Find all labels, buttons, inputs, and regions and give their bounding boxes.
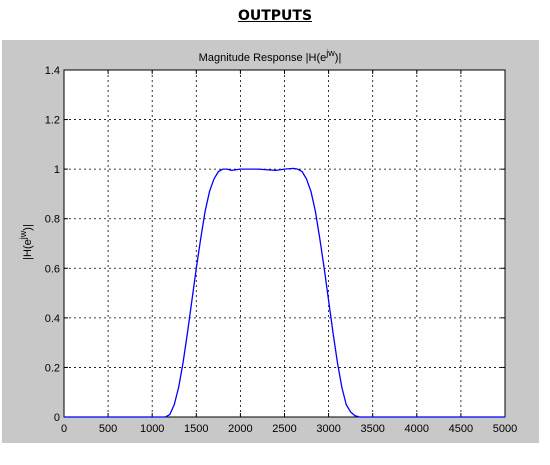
y-axis-label: |H(ejw)| xyxy=(18,224,34,260)
series-layer xyxy=(64,167,505,418)
x-tick-label: 1500 xyxy=(184,423,208,435)
x-tick-label: 3000 xyxy=(316,423,340,435)
y-tick-label: 0.4 xyxy=(45,313,60,325)
y-tick-label: 1.4 xyxy=(45,65,60,77)
y-tick-label: 0.2 xyxy=(45,362,60,374)
outputs-heading: OUTPUTS xyxy=(237,8,313,24)
y-tick-label: 1.2 xyxy=(45,115,60,127)
y-tick-label: 0.6 xyxy=(45,263,60,275)
x-tick-label: 0 xyxy=(61,423,67,435)
x-tick-label: 2000 xyxy=(228,423,252,435)
magnitude-response-chart: 0 500 1000 1500 2000 2500 3000 3500 4000 4500 5000… xyxy=(18,48,518,435)
figure-window: 0 500 1000 1500 2000 2500 3000 3500 4000 4500 5000… xyxy=(2,40,539,443)
x-tick-label: 1000 xyxy=(140,423,164,435)
tick-marks xyxy=(63,69,506,418)
axes-background xyxy=(64,70,505,417)
x-tick-label: 5000 xyxy=(493,423,517,435)
x-tick-label: 500 xyxy=(99,423,117,435)
chart-title: Magnitude Response |H(ejw)| xyxy=(199,48,342,64)
x-tick-label: 3500 xyxy=(360,423,384,435)
tick-labels: 0 500 1000 1500 2000 2500 3000 3500 4000 4500 5000… xyxy=(45,65,518,435)
y-tick-label: 1 xyxy=(54,164,60,176)
x-tick-label: 4500 xyxy=(449,423,473,435)
magnitude-series-line xyxy=(64,167,505,418)
x-tick-label: 4000 xyxy=(405,423,429,435)
y-tick-label: 0 xyxy=(54,412,60,424)
y-tick-label: 0.8 xyxy=(45,214,60,226)
x-tick-label: 2500 xyxy=(272,423,296,435)
